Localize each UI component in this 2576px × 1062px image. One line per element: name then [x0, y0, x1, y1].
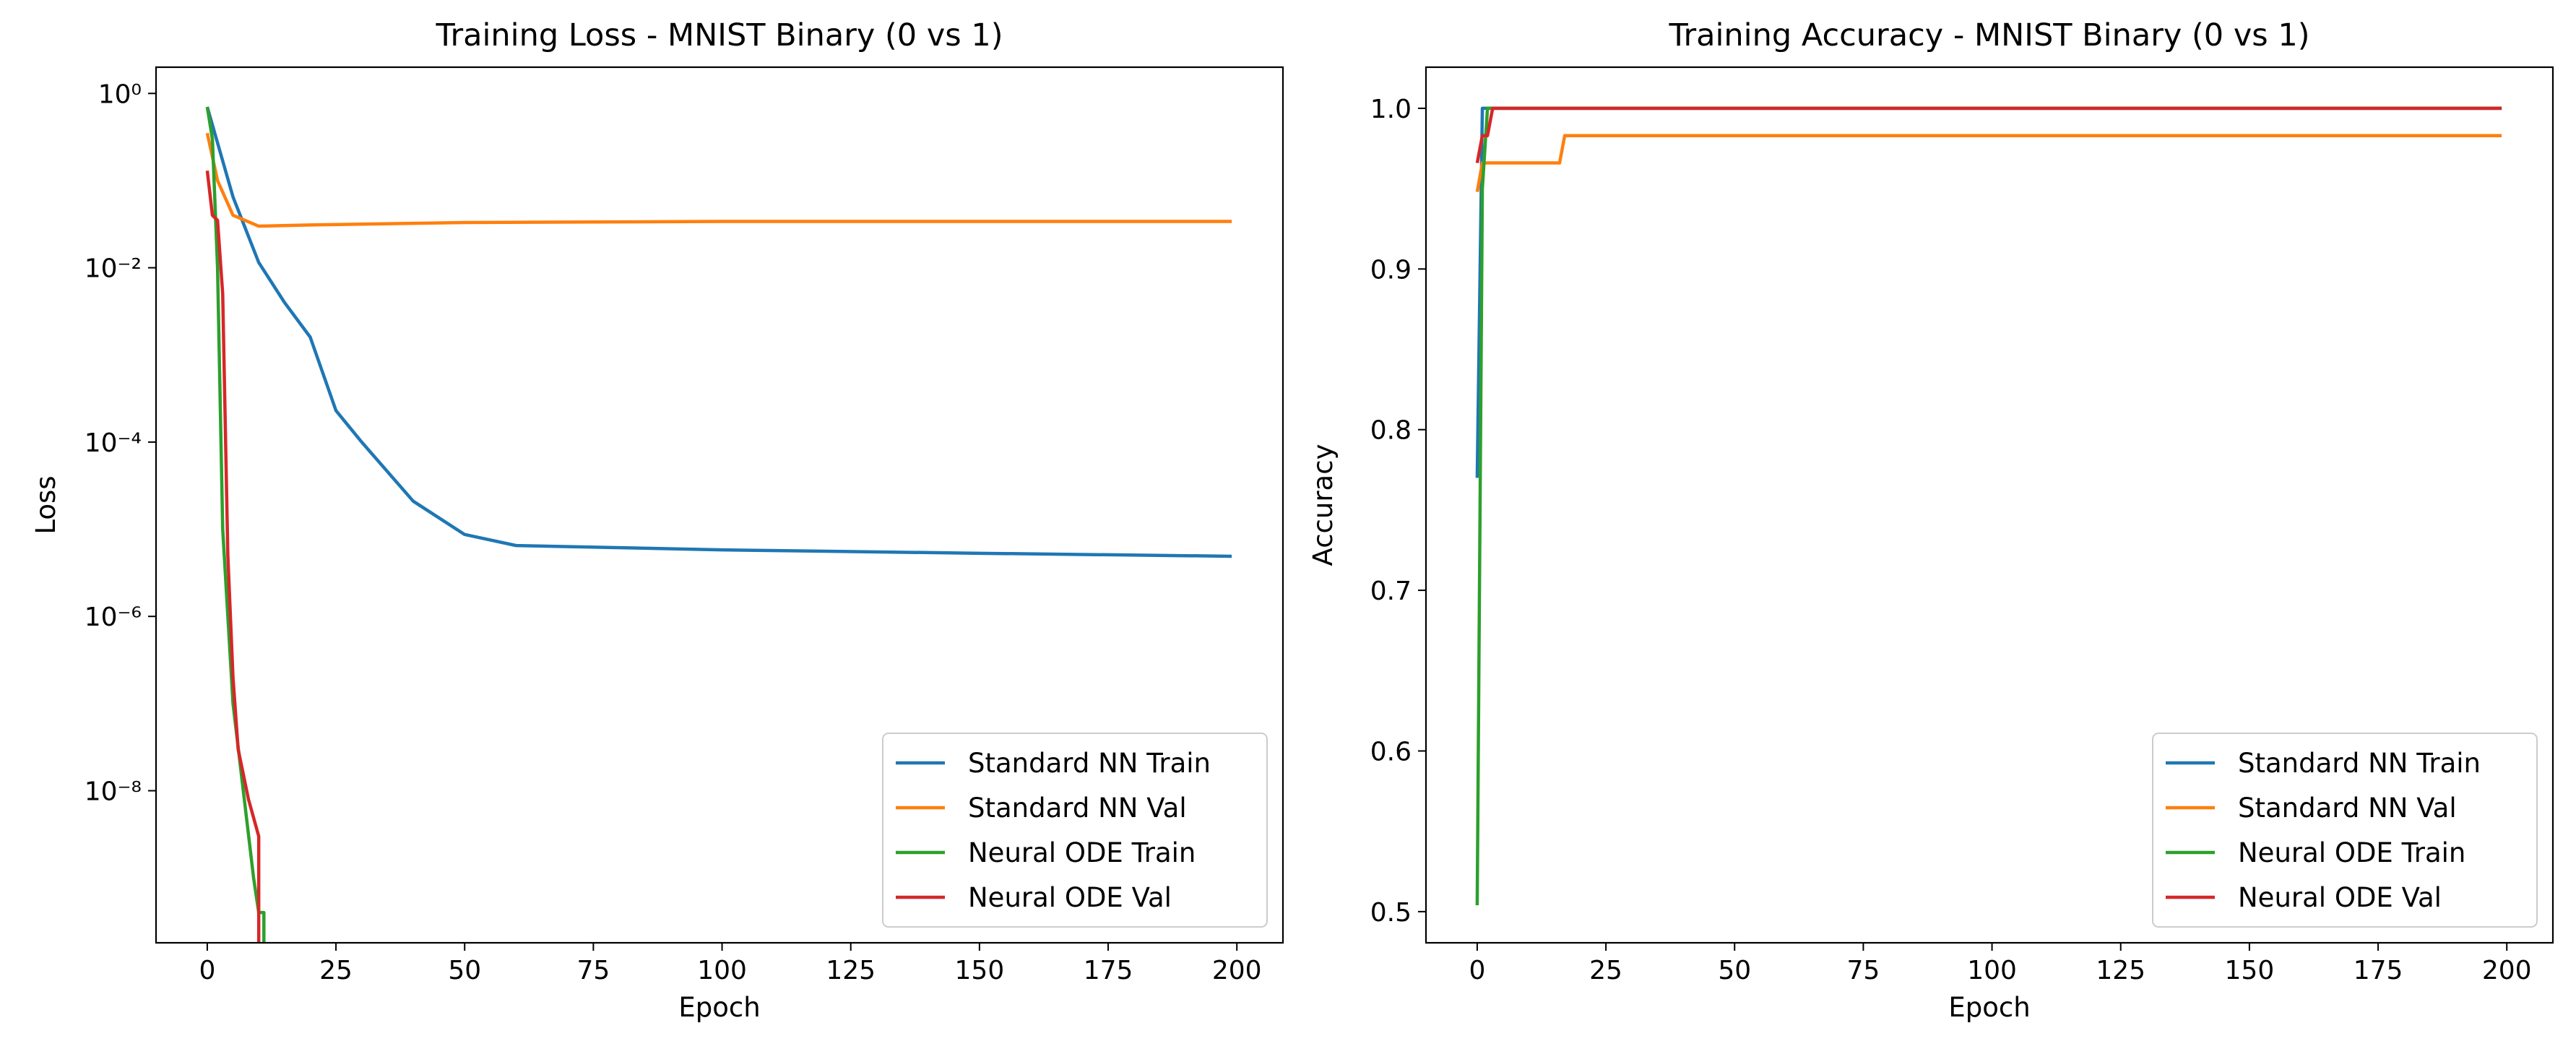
y-axis-label: Accuracy — [1308, 444, 1339, 566]
legend-label: Neural ODE Train — [2238, 837, 2465, 868]
legend-label: Neural ODE Val — [2238, 882, 2442, 913]
legend-label: Standard NN Train — [2238, 748, 2481, 779]
legend-label: Neural ODE Train — [968, 837, 1196, 868]
x-tick-label: 75 — [576, 956, 610, 985]
legend-box — [882, 733, 1268, 928]
x-tick-label: 175 — [2354, 956, 2403, 985]
x-tick-label: 200 — [2482, 956, 2532, 985]
axes-frame — [1425, 66, 2554, 944]
x-axis-label: Epoch — [678, 992, 760, 1023]
y-tick-label: 0.6 — [1370, 737, 1412, 767]
legend: Standard NN Train Standard NN Val Neural O… — [882, 733, 1268, 928]
series-line — [205, 170, 261, 943]
legend-box — [2152, 733, 2538, 928]
y-tick-label: 0.8 — [1370, 416, 1412, 446]
x-tick-label: 175 — [1084, 956, 1133, 985]
axes: Training Accuracy - MNIST Binary (0 vs 1… — [1308, 17, 2554, 1023]
plot-area — [1475, 106, 2502, 905]
x-tick-label: 100 — [697, 956, 747, 985]
series-line — [205, 106, 266, 943]
x-tick-label: 200 — [1212, 956, 1262, 985]
y-axis-label: Loss — [30, 475, 61, 534]
plot-area — [205, 106, 1232, 943]
y-tick-label: 0.9 — [1370, 255, 1412, 285]
y-tick-label: 10⁰ — [98, 79, 142, 109]
legend: Standard NN Train Standard NN Val Neural O… — [2152, 733, 2538, 928]
chart-title: Training Loss - MNIST Binary (0 vs 1) — [436, 17, 1003, 53]
y-tick-label: 10⁻⁴ — [85, 428, 142, 458]
x-tick-label: 0 — [1469, 956, 1485, 985]
legend-label: Neural ODE Val — [968, 882, 1172, 913]
x-tick-label: 100 — [1967, 956, 2017, 985]
x-tick-label: 150 — [955, 956, 1005, 985]
x-axis-label: Epoch — [1948, 992, 2030, 1023]
x-tick-label: 125 — [2096, 956, 2145, 985]
y-tick-label: 0.5 — [1370, 898, 1412, 928]
axes: Training Loss - MNIST Binary (0 vs 1) 0 25… — [30, 17, 1284, 1023]
series-line — [205, 132, 1232, 228]
legend-label: Standard NN Val — [2238, 793, 2457, 824]
y-tick-label: 10⁻² — [85, 254, 142, 284]
legend-label: Standard NN Val — [968, 793, 1187, 824]
x-tick-label: 25 — [1589, 956, 1622, 985]
x-tick-label: 125 — [826, 956, 876, 985]
y-tick-label: 0.7 — [1370, 577, 1412, 606]
y-tick-label: 10⁻⁶ — [85, 603, 142, 632]
legend-label: Standard NN Train — [968, 748, 1211, 779]
x-tick-label: 150 — [2225, 956, 2275, 985]
x-tick-label: 50 — [1718, 956, 1751, 985]
chart-title: Training Accuracy - MNIST Binary (0 vs 1… — [1669, 17, 2310, 53]
x-tick-label: 50 — [448, 956, 481, 985]
series-line — [1475, 134, 2502, 192]
y-tick-label: 10⁻⁸ — [85, 777, 142, 807]
axes-frame — [155, 66, 1284, 944]
series-line — [1475, 106, 2502, 163]
series-line — [205, 106, 1232, 558]
x-tick-label: 75 — [1846, 956, 1880, 985]
x-tick-label: 25 — [319, 956, 353, 985]
y-tick-label: 1.0 — [1370, 95, 1412, 124]
series-line — [1475, 106, 2502, 478]
x-tick-label: 0 — [199, 956, 215, 985]
